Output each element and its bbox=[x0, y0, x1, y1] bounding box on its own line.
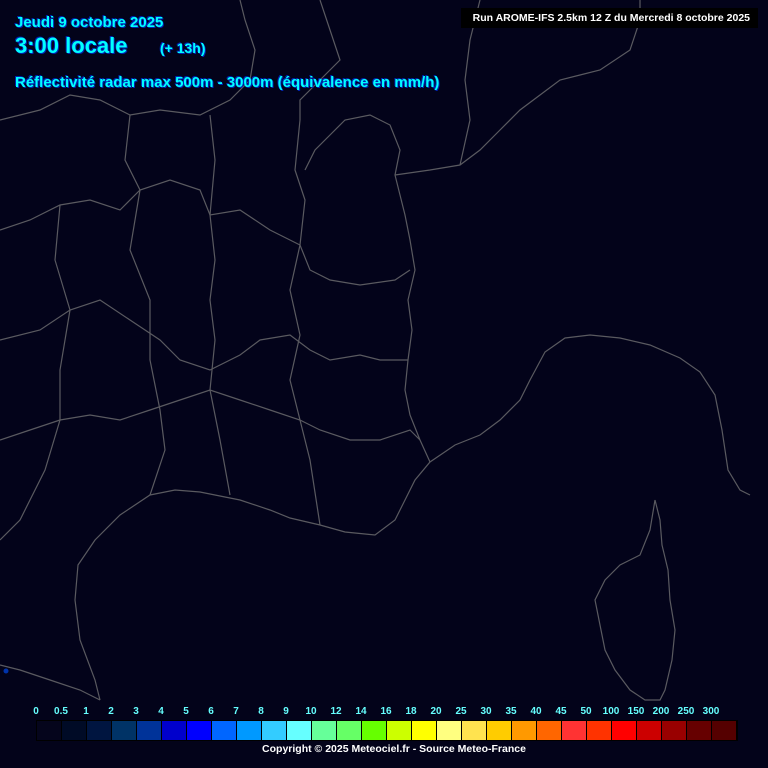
legend-color-cell bbox=[437, 721, 462, 740]
legend-label: 5 bbox=[183, 706, 189, 717]
legend-label: 12 bbox=[330, 706, 342, 717]
legend-color-cell bbox=[712, 721, 737, 740]
legend-label: 250 bbox=[677, 706, 695, 717]
legend-color-cell bbox=[87, 721, 112, 740]
legend-label: 35 bbox=[505, 706, 517, 717]
region-1 bbox=[0, 0, 256, 121]
legend-label: 18 bbox=[405, 706, 417, 717]
legend-label: 45 bbox=[555, 706, 567, 717]
legend-label: 14 bbox=[355, 706, 367, 717]
border-spain bbox=[0, 664, 101, 701]
copyright: Copyright © 2025 Meteociel.fr - Source M… bbox=[262, 743, 526, 755]
legend-color-cell bbox=[462, 721, 487, 740]
legend-label: 25 bbox=[455, 706, 467, 717]
legend-color-cell bbox=[137, 721, 162, 740]
region-9 bbox=[299, 0, 341, 120]
legend-label: 3 bbox=[133, 706, 139, 717]
legend-label: 0.5 bbox=[54, 706, 68, 717]
legend-color-cell bbox=[62, 721, 87, 740]
region-3 bbox=[0, 299, 408, 371]
region-7 bbox=[124, 114, 166, 496]
legend-color-cell bbox=[37, 721, 62, 740]
legend-color-cell bbox=[287, 721, 312, 740]
legend-color-cell bbox=[312, 721, 337, 740]
legend-label: 7 bbox=[233, 706, 239, 717]
region-8 bbox=[0, 204, 71, 541]
legend-label: 1 bbox=[83, 706, 89, 717]
forecast-offset: (+ 13h) bbox=[160, 40, 206, 56]
legend-label: 8 bbox=[258, 706, 264, 717]
region-2 bbox=[0, 179, 411, 286]
border-italy bbox=[304, 114, 431, 463]
product-title: Réflectivité radar max 500m - 3000m (équ… bbox=[15, 74, 440, 91]
legend-color-cell bbox=[562, 721, 587, 740]
radar-echo bbox=[3, 668, 9, 674]
legend-label: 50 bbox=[580, 706, 592, 717]
legend-color-cell bbox=[237, 721, 262, 740]
legend-label: 200 bbox=[652, 706, 670, 717]
legend-label: 10 bbox=[305, 706, 317, 717]
coastline-mainland bbox=[74, 334, 751, 701]
legend-label: 100 bbox=[602, 706, 620, 717]
legend-label: 2 bbox=[108, 706, 114, 717]
legend-colorbar bbox=[36, 720, 738, 741]
legend-label: 9 bbox=[283, 706, 289, 717]
legend-color-cell bbox=[337, 721, 362, 740]
legend-label: 300 bbox=[702, 706, 720, 717]
legend-label: 4 bbox=[158, 706, 164, 717]
forecast-time: 3:00 locale bbox=[15, 33, 128, 58]
legend-color-cell bbox=[612, 721, 637, 740]
legend-label: 20 bbox=[430, 706, 442, 717]
legend-color-cell bbox=[262, 721, 287, 740]
region-5 bbox=[209, 114, 231, 496]
legend-color-cell bbox=[487, 721, 512, 740]
legend-label: 6 bbox=[208, 706, 214, 717]
coastline-corsica bbox=[594, 499, 676, 701]
legend-color-cell bbox=[212, 721, 237, 740]
legend-label: 150 bbox=[627, 706, 645, 717]
legend-color-cell bbox=[112, 721, 137, 740]
legend-label: 16 bbox=[380, 706, 392, 717]
legend-color-cell bbox=[637, 721, 662, 740]
legend-color-cell bbox=[537, 721, 562, 740]
legend-color-cell bbox=[162, 721, 187, 740]
legend-color-cell bbox=[412, 721, 437, 740]
legend-labels: 0 0.5 1 2 3 4 5 6 7 8 9 10 12 14 16 18 20 25 30 35 40 45 50 100… bbox=[33, 706, 764, 718]
region-4 bbox=[0, 389, 421, 441]
legend-color-cell bbox=[362, 721, 387, 740]
legend-color-cell bbox=[387, 721, 412, 740]
model-run-label: Run AROME-IFS 2.5km 12 Z du Mercredi 8 o… bbox=[460, 8, 758, 28]
legend-label: 0 bbox=[33, 706, 39, 717]
legend-color-cell bbox=[512, 721, 537, 740]
legend-label: 30 bbox=[480, 706, 492, 717]
forecast-date: Jeudi 9 octobre 2025 bbox=[15, 14, 164, 31]
legend-color-cell bbox=[687, 721, 712, 740]
legend-color-cell bbox=[587, 721, 612, 740]
legend-color-cell bbox=[662, 721, 687, 740]
region-6 bbox=[289, 119, 321, 526]
legend-label: 40 bbox=[530, 706, 542, 717]
legend-color-cell bbox=[187, 721, 212, 740]
